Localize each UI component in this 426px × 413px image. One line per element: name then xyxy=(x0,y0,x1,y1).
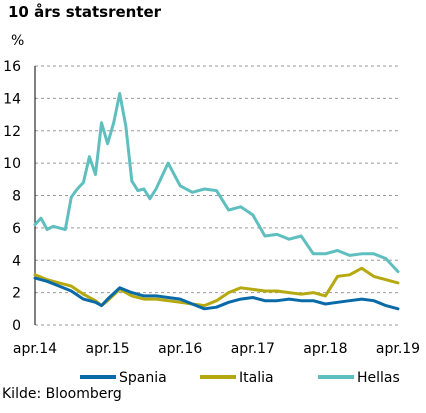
series-line-spania xyxy=(33,276,400,311)
source-note: Kilde: Bloomberg xyxy=(2,386,122,402)
legend-label-italia: Italia xyxy=(239,370,274,386)
legend: Spania Italia Hellas xyxy=(80,370,400,386)
x-tick-label: apr.18 xyxy=(303,341,347,357)
x-tick-label: apr.19 xyxy=(376,341,420,357)
series-lines xyxy=(33,92,400,311)
y-tick-label: 0 xyxy=(12,318,21,334)
x-tick-label: apr.16 xyxy=(158,341,202,357)
x-axis-ticks: apr.14 apr.15 apr.16 apr.17 apr.18 apr.19 xyxy=(13,341,420,357)
y-tick-label: 12 xyxy=(3,124,21,140)
y-tick-label: 6 xyxy=(12,221,21,237)
series-line-hellas xyxy=(33,92,400,274)
y-axis-ticks: 0 2 4 6 8 10 12 14 16 xyxy=(3,59,21,334)
chart-title: 10 års statsrenter xyxy=(8,3,162,21)
y-tick-label: 2 xyxy=(12,286,21,302)
y-tick-label: 8 xyxy=(12,189,21,205)
legend-label-hellas: Hellas xyxy=(357,370,400,386)
y-tick-label: 10 xyxy=(3,156,21,172)
x-tick-label: apr.14 xyxy=(13,341,57,357)
legend-label-spania: Spania xyxy=(119,370,167,386)
y-axis-unit: % xyxy=(11,33,25,49)
y-tick-label: 16 xyxy=(3,59,21,75)
y-tick-label: 4 xyxy=(12,253,21,269)
y-tick-label: 14 xyxy=(3,91,21,107)
grid xyxy=(34,65,398,326)
x-tick-label: apr.15 xyxy=(85,341,129,357)
x-tick-label: apr.17 xyxy=(231,341,275,357)
